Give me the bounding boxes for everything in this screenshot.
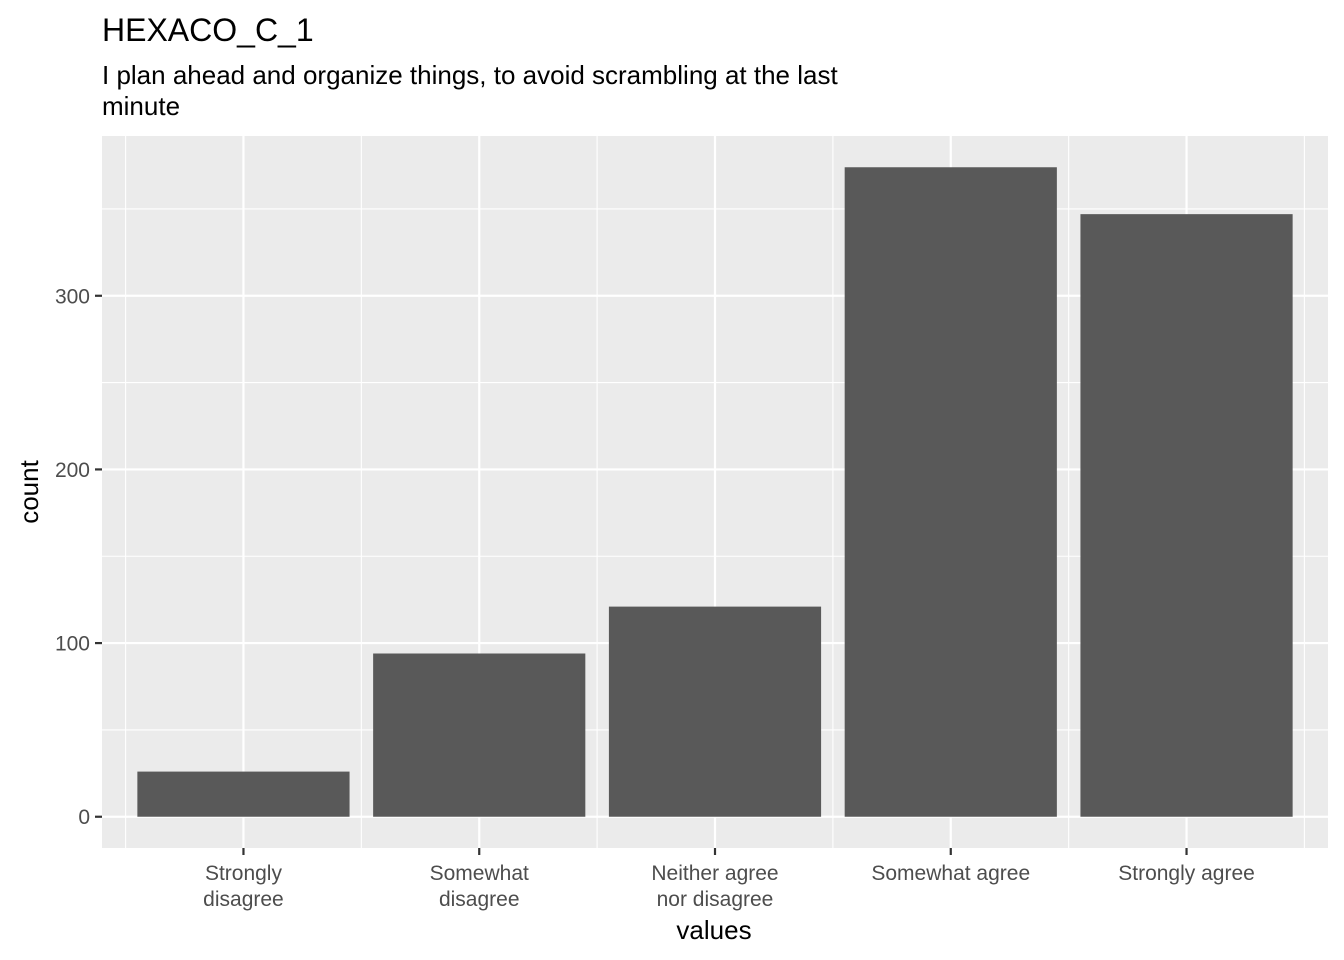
y-axis: 0 100 200 300 [55,285,102,829]
y-tick-label-1: 100 [55,633,90,656]
y-axis-title: count [14,459,44,523]
x-axis: Strongly disagree Somewhat disagree Neither … [203,848,1255,911]
x-tick-label-2: Neither agree nor disagree [651,862,778,911]
x-tick-label-4-line-0: Strongly agree [1118,862,1255,885]
chart-title: HEXACO_C_1 [102,12,314,48]
x-tick-label-0-line-0: Strongly [205,862,283,885]
chart-subtitle-line-2: minute [102,91,180,121]
chart-subtitle-line-1: I plan ahead and organize things, to avo… [102,60,838,90]
bar-0 [137,771,350,817]
bar-4 [1080,214,1293,817]
x-tick-label-4: Strongly agree [1118,862,1255,885]
bars [137,167,1293,817]
x-tick-label-1: Somewhat disagree [430,862,529,911]
x-tick-label-1-line-1: disagree [439,888,520,911]
bar-1 [373,653,586,817]
bar-3 [844,167,1057,817]
x-axis-title: values [676,915,751,945]
x-tick-label-3: Somewhat agree [871,862,1030,885]
x-tick-label-3-line-0: Somewhat agree [871,862,1030,885]
y-tick-label-3: 300 [55,285,90,308]
bar-2 [608,606,822,817]
x-tick-label-0-line-1: disagree [203,888,284,911]
y-tick-label-2: 200 [55,459,90,482]
x-tick-label-1-line-0: Somewhat [430,862,529,885]
x-tick-label-0: Strongly disagree [203,862,284,911]
x-tick-label-2-line-0: Neither agree [651,862,778,885]
y-tick-label-0: 0 [78,806,90,829]
x-tick-label-2-line-1: nor disagree [657,888,774,911]
